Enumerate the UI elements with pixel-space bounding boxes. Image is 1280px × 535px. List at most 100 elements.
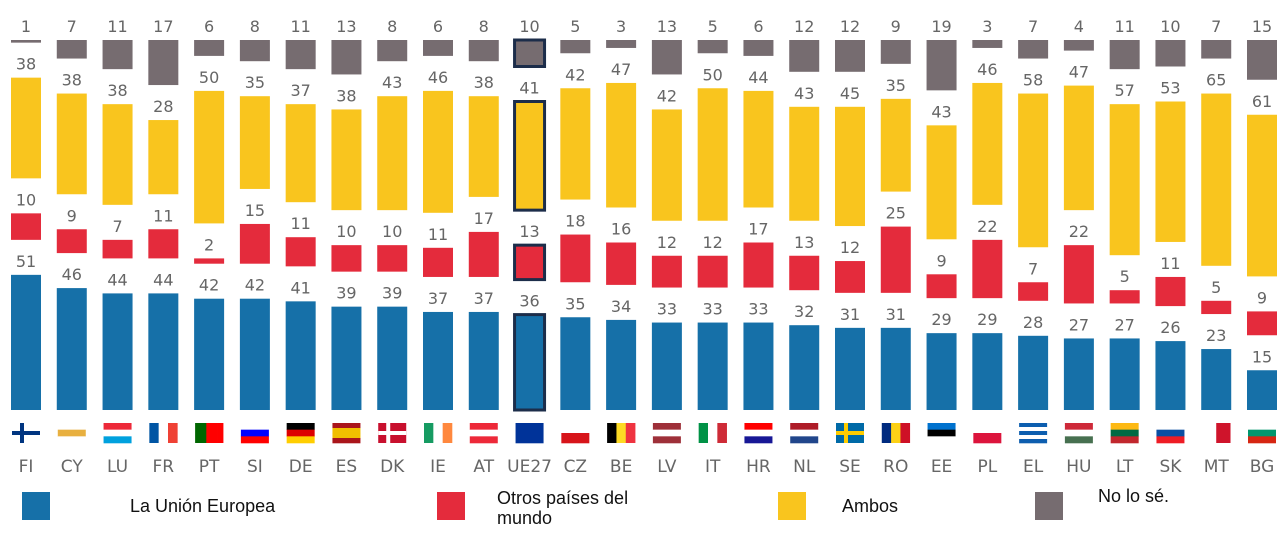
- flag: [790, 436, 819, 444]
- bar-segment: [1109, 40, 1140, 70]
- data-label: 8: [479, 17, 489, 36]
- data-label: 38: [474, 73, 494, 92]
- x-tick-label: CZ: [564, 457, 588, 477]
- x-tick-label: HU: [1066, 457, 1091, 477]
- bar-segment: [285, 104, 316, 203]
- data-label: 42: [657, 86, 677, 105]
- bar-segment: [1155, 276, 1186, 307]
- bar-segment: [880, 40, 911, 64]
- data-label: 15: [1252, 347, 1272, 366]
- bar-segment: [239, 298, 270, 410]
- flag: [515, 423, 544, 444]
- bar-segment: [1155, 101, 1186, 242]
- data-label: 31: [886, 305, 906, 324]
- data-label: 29: [977, 310, 997, 329]
- data-label: 7: [1028, 259, 1038, 278]
- flag: [433, 423, 443, 443]
- flag: [386, 423, 391, 443]
- data-label: 7: [112, 217, 122, 236]
- bar-segment: [560, 234, 591, 283]
- data-label: 33: [702, 300, 722, 319]
- bar-segment: [331, 306, 362, 410]
- flag: [286, 436, 315, 444]
- bar-segment: [606, 242, 637, 285]
- data-label: 38: [336, 86, 356, 105]
- data-label: 5: [1211, 278, 1221, 297]
- data-label: 13: [794, 233, 814, 252]
- bar-segment: [468, 96, 499, 197]
- flag: [240, 423, 269, 430]
- flag: [652, 436, 681, 444]
- data-label: 17: [153, 17, 173, 36]
- data-label: 13: [336, 17, 356, 36]
- bar-segment: [651, 322, 682, 410]
- flag: [332, 438, 361, 444]
- data-label: 9: [936, 251, 946, 270]
- flag: [927, 436, 956, 444]
- flag: [836, 431, 864, 435]
- x-tick-label: DK: [380, 457, 405, 477]
- flag: [1110, 436, 1139, 444]
- bar-segment: [56, 40, 87, 59]
- bar-segment: [926, 274, 957, 299]
- flag: [973, 433, 1002, 444]
- data-label: 7: [1028, 17, 1038, 36]
- flag: [158, 423, 169, 443]
- flag: [1064, 423, 1093, 430]
- data-label: 50: [702, 65, 722, 84]
- flag: [652, 429, 681, 437]
- bar-segment: [423, 90, 453, 213]
- bar-segment: [1018, 40, 1049, 59]
- data-label: 8: [250, 17, 260, 36]
- flag: [1019, 427, 1048, 432]
- data-label: 25: [886, 204, 906, 223]
- data-label: 58: [1023, 71, 1043, 90]
- data-label: 36: [519, 292, 539, 311]
- bar-segment: [926, 333, 957, 410]
- bar-segment: [1018, 282, 1049, 301]
- flag: [103, 429, 132, 437]
- data-label: 44: [153, 270, 173, 289]
- bar-segment: [880, 98, 911, 192]
- x-tick-label: EE: [931, 457, 952, 477]
- x-tick-label: RO: [883, 457, 908, 477]
- flag: [1019, 435, 1048, 440]
- legend-label: Otros países del mundo: [497, 488, 629, 528]
- flag: [900, 423, 911, 443]
- bar-segment: [513, 243, 547, 282]
- data-label: 43: [794, 84, 814, 103]
- data-label: 42: [245, 276, 265, 295]
- flag: [1248, 429, 1276, 437]
- flag: [1248, 436, 1276, 444]
- data-label: 47: [1069, 63, 1089, 82]
- data-label: 50: [199, 68, 219, 87]
- flag: [12, 431, 40, 435]
- bar-segment: [835, 106, 865, 227]
- data-label: 10: [1160, 17, 1180, 36]
- data-label: 3: [616, 17, 626, 36]
- flag: [469, 423, 498, 430]
- data-label: 23: [1206, 326, 1226, 345]
- data-label: 17: [474, 209, 494, 228]
- bar-segment: [1155, 341, 1186, 410]
- bar-segment: [148, 120, 179, 195]
- data-label: 53: [1160, 79, 1180, 98]
- flag: [195, 423, 202, 443]
- data-label: 27: [1069, 315, 1089, 334]
- legend-label: No lo sé.: [1098, 486, 1170, 506]
- data-label: 43: [931, 102, 951, 121]
- bar-segment: [697, 322, 728, 410]
- bar-segment: [56, 93, 87, 195]
- x-tick-label: NL: [793, 457, 816, 477]
- bar-segment: [651, 109, 682, 221]
- bar-segment: [1018, 93, 1049, 248]
- flag: [20, 423, 24, 443]
- x-tick-label: IE: [430, 457, 446, 477]
- bar-segment: [11, 77, 41, 179]
- flag: [561, 433, 590, 444]
- bar-segment: [331, 40, 362, 75]
- bar-segment: [194, 40, 225, 56]
- bar-segment: [835, 40, 865, 72]
- data-label: 38: [16, 55, 36, 74]
